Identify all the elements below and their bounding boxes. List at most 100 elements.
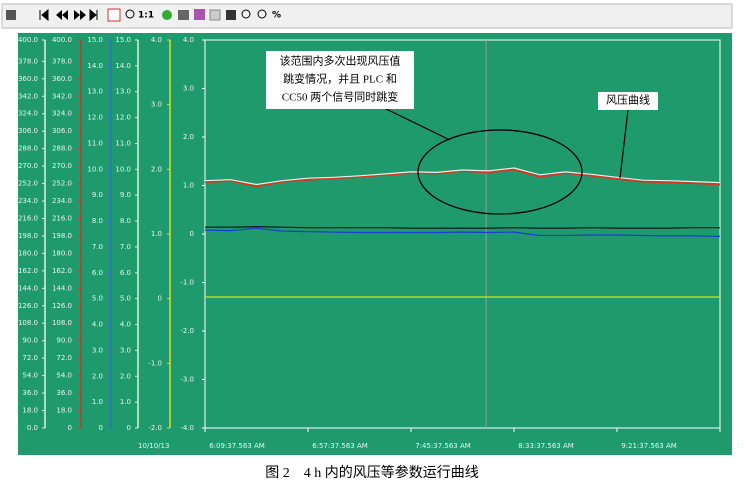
tool-label[interactable]: 1:1 bbox=[138, 11, 154, 21]
y-tick-label: 234.0 bbox=[18, 197, 38, 205]
toolbar: 1:1 % bbox=[1, 3, 733, 29]
annotation-box bbox=[598, 92, 658, 110]
y-tick-label: 378.0 bbox=[52, 57, 72, 65]
tool-icon[interactable] bbox=[125, 9, 135, 19]
annotation-text: 该范围内多次出现风压值 bbox=[280, 54, 401, 68]
y-tick-label: 324.0 bbox=[18, 110, 38, 118]
y-tick-label: 360.0 bbox=[18, 75, 38, 83]
y-tick-label: 11.0 bbox=[87, 139, 103, 147]
toolbar-bar bbox=[1, 3, 733, 29]
annotation-text: 风压曲线 bbox=[606, 93, 650, 107]
tool-label[interactable]: % bbox=[272, 11, 281, 21]
y-tick-label: 12.0 bbox=[87, 114, 103, 122]
y-tick-label: 144.0 bbox=[52, 284, 72, 292]
x-tick-label: 6:57:37.563 AM bbox=[312, 442, 368, 450]
y-tick-label: 5.0 bbox=[120, 295, 131, 303]
y-tick-label: 342.0 bbox=[52, 92, 72, 100]
tool-icon[interactable] bbox=[39, 8, 49, 22]
y-tick-label: 10.0 bbox=[115, 165, 131, 173]
y-tick-label: 270.0 bbox=[52, 162, 72, 170]
y-tick-label: 7.0 bbox=[92, 243, 103, 251]
y-tick-label: 180.0 bbox=[52, 249, 72, 257]
x-tick-label: 8:33:37.563 AM bbox=[518, 442, 574, 450]
y-tick-label: 0 bbox=[190, 230, 194, 238]
tool-icon[interactable] bbox=[194, 9, 205, 20]
y-tick-label: 306.0 bbox=[18, 127, 38, 135]
y-tick-label: 306.0 bbox=[52, 127, 72, 135]
y-tick-label: 8.0 bbox=[120, 217, 131, 225]
y-tick-label: 2.0 bbox=[183, 133, 194, 141]
tool-icon[interactable] bbox=[56, 10, 68, 20]
y-tick-label: 6.0 bbox=[120, 269, 131, 277]
y-tick-label: 180.0 bbox=[18, 249, 38, 257]
y-tick-label: 1.0 bbox=[151, 230, 162, 238]
y-tick-label: 162.0 bbox=[18, 267, 38, 275]
y-tick-label: 9.0 bbox=[92, 191, 103, 199]
y-tick-label: 90.0 bbox=[22, 337, 38, 345]
x-tick-label: 7:45:37.563 AM bbox=[415, 442, 471, 450]
y-tick-label: -4.0 bbox=[180, 424, 194, 432]
y-tick-label: 14.0 bbox=[115, 62, 131, 70]
series-line bbox=[204, 227, 721, 237]
x-tick-label: 6:09:37.563 AM bbox=[209, 442, 265, 450]
plot-frame bbox=[204, 39, 721, 429]
tool-icon[interactable] bbox=[241, 9, 251, 19]
annotation-box bbox=[266, 51, 414, 109]
y-tick-label: 4.0 bbox=[92, 321, 103, 329]
y-tick-label: 3.0 bbox=[151, 101, 162, 109]
y-tick-label: 342.0 bbox=[18, 92, 38, 100]
x-tick-label: 10:09:37 bbox=[736, 442, 744, 450]
y-tick-label: 54.0 bbox=[22, 372, 38, 380]
y-tick-label: 13.0 bbox=[87, 88, 103, 96]
tool-icon[interactable] bbox=[257, 9, 267, 19]
y-tick-label: 1.0 bbox=[183, 182, 194, 190]
y-tick-label: 288.0 bbox=[52, 145, 72, 153]
y-tick-label: -1.0 bbox=[148, 359, 162, 367]
y-tick-label: 4.0 bbox=[120, 321, 131, 329]
y-tick-label: 324.0 bbox=[52, 110, 72, 118]
y-tick-label: 288.0 bbox=[18, 145, 38, 153]
y-tick-label: 4.0 bbox=[183, 36, 194, 44]
tool-icon[interactable] bbox=[6, 10, 16, 20]
tool-icon[interactable] bbox=[89, 8, 98, 22]
annotation-arrow bbox=[619, 109, 629, 179]
y-tick-label: 400.0 bbox=[18, 36, 38, 44]
y-tick-label: 72.0 bbox=[22, 354, 38, 362]
y-tick-label: 18.0 bbox=[56, 407, 72, 415]
highlight-ellipse bbox=[417, 129, 583, 215]
y-tick-label: 9.0 bbox=[120, 191, 131, 199]
tool-icon[interactable] bbox=[178, 10, 189, 20]
series-line bbox=[204, 167, 721, 186]
y-tick-label: 0 bbox=[158, 295, 162, 303]
y-tick-label: 252.0 bbox=[18, 180, 38, 188]
y-tick-label: 8.0 bbox=[92, 217, 103, 225]
y-tick-label: 15.0 bbox=[115, 36, 131, 44]
y-tick-label: 360.0 bbox=[52, 75, 72, 83]
y-tick-label: 162.0 bbox=[52, 267, 72, 275]
y-tick-label: 7.0 bbox=[120, 243, 131, 251]
y-tick-label: 0 bbox=[99, 424, 103, 432]
y-tick-label: 5.0 bbox=[92, 295, 103, 303]
y-tick-label: 198.0 bbox=[52, 232, 72, 240]
tool-icon[interactable] bbox=[74, 10, 86, 20]
y-tick-label: 13.0 bbox=[115, 88, 131, 96]
y-tick-label: 0 bbox=[127, 424, 131, 432]
tool-icon[interactable] bbox=[226, 10, 236, 20]
tool-icon[interactable] bbox=[162, 10, 172, 20]
y-tick-label: 2.0 bbox=[151, 165, 162, 173]
y-tick-label: 72.0 bbox=[56, 354, 72, 362]
y-tick-label: 2.0 bbox=[120, 372, 131, 380]
y-tick-label: 0 bbox=[68, 424, 72, 432]
y-tick-label: 108.0 bbox=[18, 319, 38, 327]
y-tick-label: -2.0 bbox=[180, 327, 194, 335]
tool-icon[interactable] bbox=[107, 8, 121, 22]
y-tick-label: 400.0 bbox=[52, 36, 72, 44]
y-tick-label: 15.0 bbox=[87, 36, 103, 44]
y-tick-label: 90.0 bbox=[56, 337, 72, 345]
y-tick-label: 1.0 bbox=[120, 398, 131, 406]
annotation-text: 跳变情况，并且 PLC 和 bbox=[283, 72, 397, 86]
y-tick-label: 0.0 bbox=[27, 424, 38, 432]
tool-icon[interactable] bbox=[209, 9, 221, 21]
y-tick-label: 234.0 bbox=[52, 197, 72, 205]
